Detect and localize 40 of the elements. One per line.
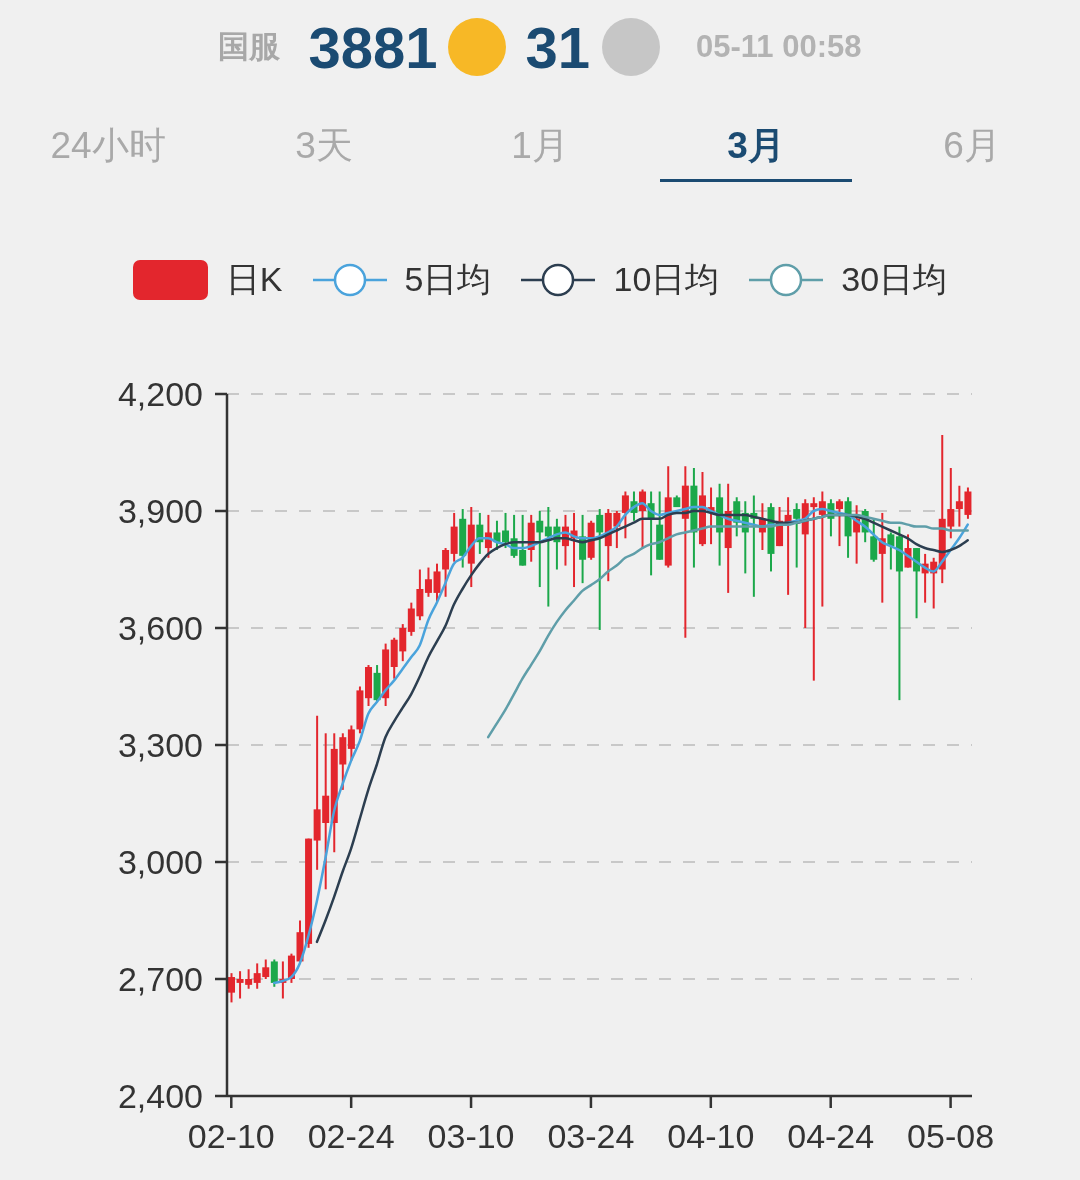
candlestick	[621, 490, 629, 540]
candlestick	[442, 547, 450, 598]
x-tick-label: 02-24	[307, 1117, 395, 1156]
candlestick	[536, 510, 544, 589]
candlestick	[887, 531, 895, 571]
x-tick-label: 02-10	[187, 1117, 275, 1156]
y-tick-label: 3,300	[117, 726, 203, 765]
candlestick	[270, 958, 278, 988]
chart-title: 国服	[218, 28, 281, 66]
y-tick-label: 3,000	[117, 843, 203, 882]
y-tick-label: 3,900	[117, 492, 203, 531]
text: 3月	[727, 125, 785, 166]
text: 3天	[295, 125, 353, 166]
y-tick-label: 4,200	[117, 375, 203, 414]
candlestick	[347, 724, 355, 762]
x-tick-label: 03-24	[547, 1117, 635, 1156]
y-tick-label: 2,700	[117, 960, 203, 999]
candlestick	[596, 508, 604, 631]
x-tick-label: 03-10	[427, 1117, 515, 1156]
legend-label: 日K	[225, 259, 283, 300]
x-tick-label: 05-08	[907, 1117, 995, 1156]
text: 24小时	[50, 125, 166, 166]
x-tick-label: 04-24	[787, 1117, 875, 1156]
text: 6月	[943, 125, 1001, 166]
candlestick	[424, 566, 432, 598]
candlestick	[835, 498, 843, 548]
candlestick	[870, 517, 878, 563]
candlestick	[793, 502, 801, 569]
y-tick-label: 3,600	[117, 609, 203, 648]
candlestick	[502, 511, 510, 550]
legend-label: 5日均	[404, 259, 492, 300]
x-tick-label: 04-10	[667, 1117, 755, 1156]
text: 3881	[308, 13, 438, 81]
text: 1月	[511, 125, 569, 166]
legend-label: 30日均	[841, 259, 948, 300]
text: 31	[525, 13, 591, 81]
y-tick-label: 2,400	[117, 1077, 203, 1116]
legend-label: 10日均	[613, 259, 720, 300]
text: 05-11 00:58	[696, 29, 862, 65]
candlestick	[228, 972, 235, 1004]
